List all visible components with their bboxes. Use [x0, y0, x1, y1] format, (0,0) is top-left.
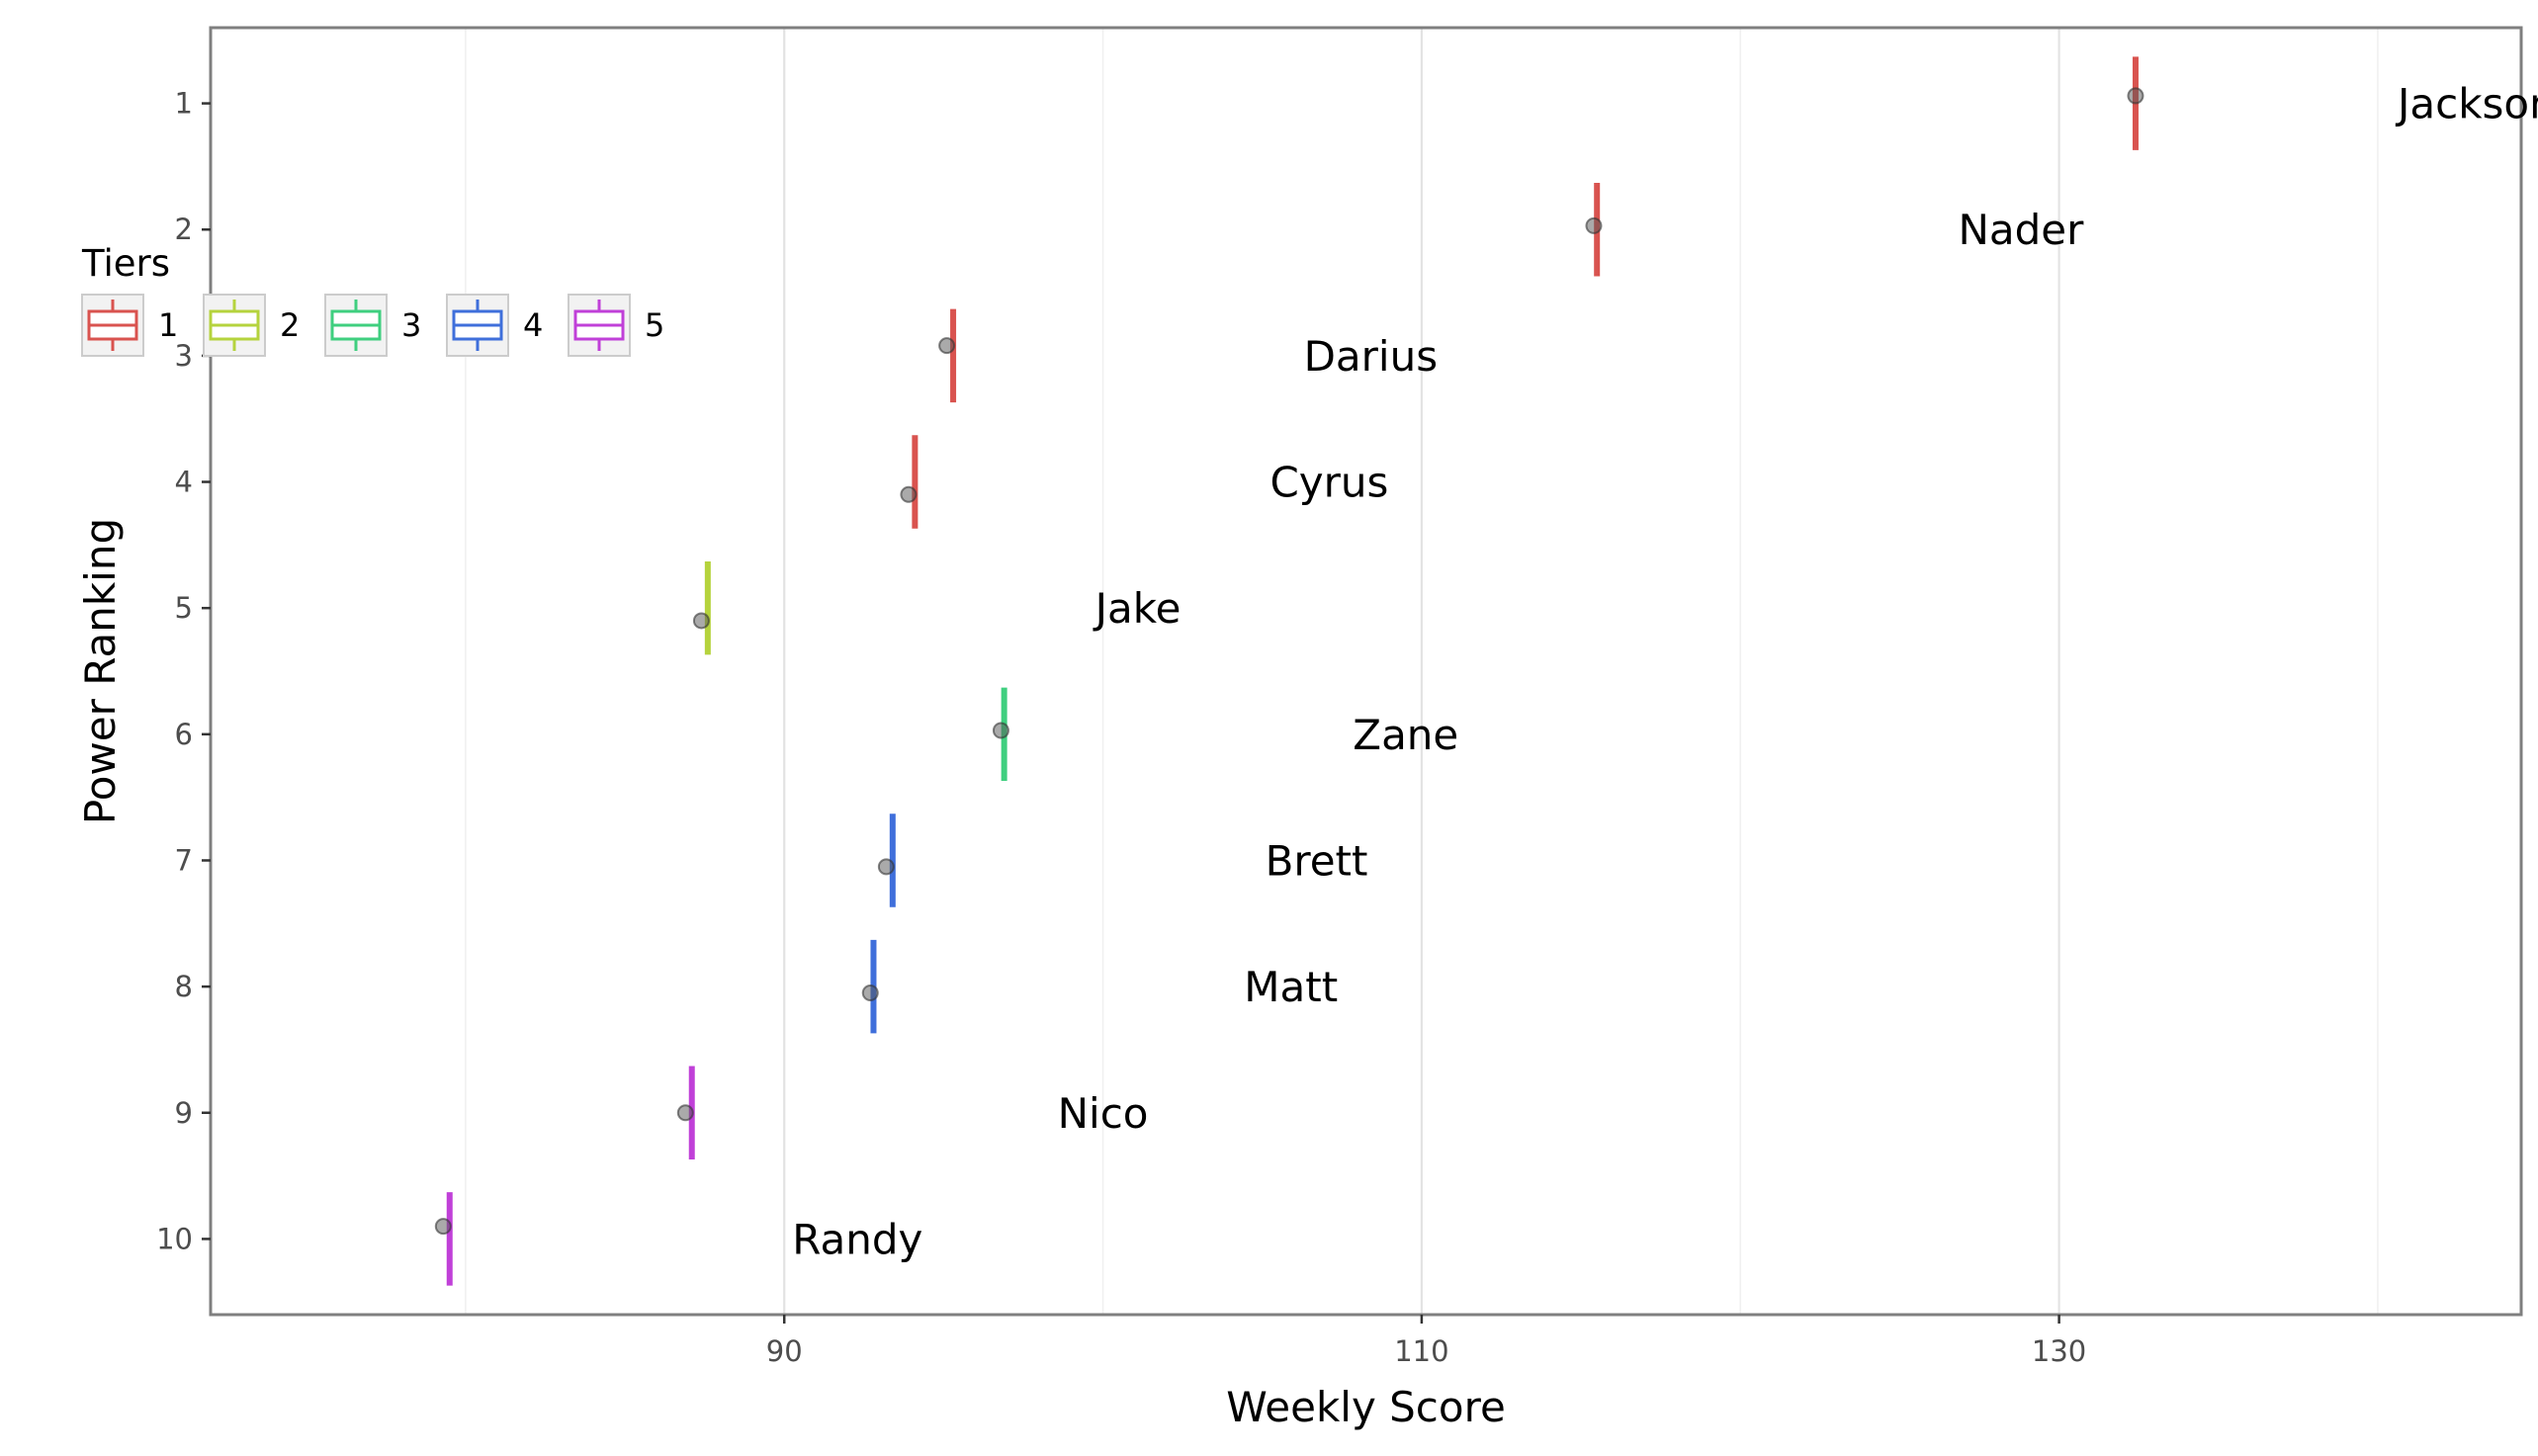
y-tick-label: 3	[175, 339, 193, 373]
player-label: Jake	[1093, 584, 1181, 633]
legend-label: 1	[158, 306, 178, 344]
y-axis-title: Power Ranking	[76, 518, 125, 824]
score-point	[434, 1218, 452, 1236]
x-tick-label: 130	[2032, 1334, 2086, 1368]
score-point	[692, 612, 710, 630]
legend-label: 3	[401, 306, 421, 344]
y-tick-label: 4	[175, 466, 193, 499]
player-label: Zane	[1353, 711, 1458, 759]
score-point	[992, 722, 1009, 739]
player-label: Matt	[1244, 963, 1338, 1011]
player-label: Nader	[1958, 206, 2084, 254]
player-label: Cyrus	[1269, 459, 1388, 507]
legend-label: 4	[523, 306, 543, 344]
player-label: Jackson	[2395, 80, 2538, 128]
x-tick-label: 110	[1394, 1334, 1448, 1368]
y-tick-label: 1	[175, 87, 193, 121]
y-tick-label: 6	[175, 718, 193, 751]
legend-label: 5	[645, 306, 664, 344]
score-point	[1585, 216, 1603, 234]
plot-frame	[209, 26, 2523, 1317]
score-point	[900, 485, 918, 503]
player-label: Nico	[1058, 1089, 1149, 1138]
legend-label: 2	[280, 306, 300, 344]
y-tick-label: 2	[175, 213, 193, 246]
player-label: Brett	[1266, 836, 1368, 885]
score-point	[2127, 87, 2144, 105]
legend: Tiers 1 2 3 4 5	[81, 242, 664, 357]
score-point	[861, 985, 879, 1001]
score-point	[676, 1104, 694, 1122]
axes: 90 110 130 1 2 3 4 5 6 7 8 9 10	[156, 87, 2086, 1368]
y-tick-label: 5	[175, 591, 193, 625]
legend-title: Tiers	[81, 242, 170, 285]
y-tick-label: 8	[175, 970, 193, 1003]
x-tick-label: 90	[766, 1334, 803, 1368]
gridlines	[465, 28, 2379, 1315]
data-marks	[434, 56, 2144, 1286]
score-point	[877, 858, 895, 876]
y-tick-label: 9	[175, 1096, 193, 1130]
y-tick-label: 7	[175, 843, 193, 877]
player-label: Darius	[1304, 332, 1439, 381]
score-point	[938, 337, 956, 355]
x-axis-title: Weekly Score	[1226, 1383, 1506, 1431]
player-label: Randy	[792, 1215, 922, 1263]
y-tick-label: 10	[156, 1222, 193, 1255]
player-labels: Jackson Nader Darius Cyrus Jake Zane Brett Matt…	[792, 80, 2538, 1264]
